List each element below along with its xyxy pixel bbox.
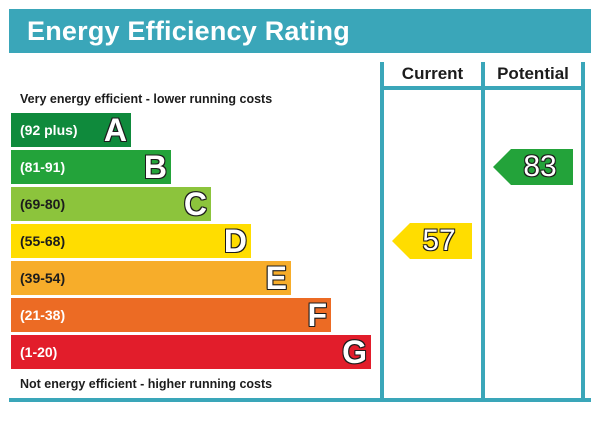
divider-right [581,62,585,402]
band-range-label: (21-38) [20,307,66,323]
current-rating-arrow-value: 57 [422,224,456,257]
column-header-current: Current [401,64,464,83]
band-range-label: (81-91) [20,159,66,175]
note-top: Very energy efficient - lower running co… [20,92,273,106]
column-header-potential: Potential [497,64,569,83]
band-b: (81-91) B [11,149,171,185]
band-g: (1-20) G [11,334,371,370]
potential-rating-arrow-value: 83 [523,150,557,183]
band-d: (55-68) D [11,223,251,259]
band-range-label: (92 plus) [20,122,78,138]
band-e: (39-54) E [11,260,291,296]
bottom-border [9,398,591,402]
header-bar: Energy Efficiency Rating [9,9,591,53]
band-a: (92 plus) A [11,112,131,148]
band-c: (69-80) C [11,186,211,222]
band-letter: D [223,223,247,259]
band-range-label: (1-20) [20,344,58,360]
header-underline [380,86,585,90]
band-letter: E [265,260,287,296]
current-rating-arrow: 57 [392,223,472,259]
band-letter: C [183,186,207,222]
band-range-label: (69-80) [20,196,66,212]
band-letter: F [307,297,327,333]
band-range-label: (39-54) [20,270,66,286]
band-letter: G [342,334,367,370]
page-title: Energy Efficiency Rating [27,16,350,46]
divider-left [380,62,384,402]
band-letter: B [143,149,167,185]
note-bottom: Not energy efficient - higher running co… [20,377,273,391]
band-letter: A [103,112,127,148]
band-f: (21-38) F [11,297,331,333]
divider-middle [481,62,485,402]
band-range-label: (55-68) [20,233,66,249]
potential-rating-arrow: 83 [493,149,573,185]
